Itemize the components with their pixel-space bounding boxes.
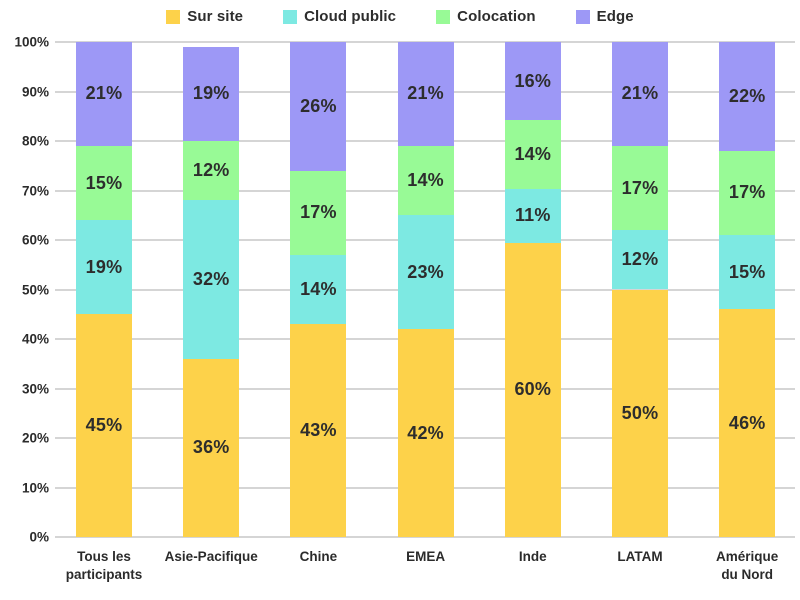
segment-value-label: 23%	[407, 261, 444, 282]
x-axis-category-label: Asie-Pacifique	[164, 549, 258, 564]
bar-segment-colocation: 17%	[290, 170, 347, 255]
bar-segment-edge: 21%	[397, 42, 454, 146]
y-axis-tick-label: 20%	[21, 430, 49, 446]
bar-segment-cloud-public: 23%	[397, 215, 454, 330]
segment-value-label: 26%	[300, 95, 337, 116]
legend-item-edge: Edge	[575, 8, 634, 25]
segment-value-label: 12%	[192, 160, 230, 181]
bar-segment-sur-site: 50%	[612, 289, 668, 537]
bar-segment-sur-site: 46%	[719, 309, 776, 537]
segment-value-label: 15%	[728, 261, 766, 282]
bar-segment-edge: 26%	[290, 42, 347, 171]
gridline	[55, 536, 795, 538]
y-axis-tick-label: 90%	[21, 84, 49, 99]
bar-segment-cloud-public: 19%	[76, 220, 132, 315]
y-axis-tick-label: 50%	[21, 282, 49, 297]
legend-item-sur-site: Sur site	[166, 8, 243, 25]
y-axis-tick-label: 10%	[21, 480, 49, 495]
bar-segment-colocation: 17%	[612, 145, 668, 231]
y-axis-tick-label: 0%	[29, 529, 49, 545]
legend-swatch-colocation	[436, 9, 451, 24]
segment-value-label: 14%	[300, 278, 337, 299]
y-axis-tick-label: 100%	[14, 34, 49, 50]
x-axis-category-label: Tous les participants	[65, 549, 143, 583]
segment-value-label: 32%	[192, 269, 230, 290]
segment-value-label: 50%	[621, 402, 659, 423]
segment-value-label: 19%	[85, 256, 123, 277]
bar-segment-sur-site: 36%	[183, 358, 240, 537]
bar-segment-colocation: 15%	[76, 145, 132, 221]
legend-swatch-sur-site	[166, 9, 181, 24]
y-axis-tick-label: 80%	[21, 133, 49, 149]
x-axis-category-label: EMEA	[406, 549, 446, 564]
segment-value-label: 11%	[514, 205, 551, 226]
segment-value-label: 45%	[85, 415, 123, 436]
bar-segment-edge: 21%	[76, 42, 132, 146]
bar-segment-sur-site: 60%	[504, 242, 561, 537]
segment-value-label: 60%	[514, 379, 552, 400]
legend-item-colocation: Colocation	[436, 8, 536, 25]
bar-segment-edge: 16%	[504, 42, 561, 121]
segment-value-label: 15%	[85, 172, 123, 193]
y-axis-tick-label: 60%	[21, 232, 49, 248]
segment-value-label: 14%	[514, 144, 552, 165]
segment-value-label: 36%	[192, 437, 230, 458]
bar-segment-cloud-public: 14%	[290, 254, 347, 325]
legend-item-cloud-public: Cloud public	[283, 8, 396, 25]
x-axis-category-label: Chine	[299, 549, 338, 564]
bar-segment-cloud-public: 32%	[183, 200, 240, 359]
bar-segment-sur-site: 45%	[76, 314, 132, 537]
legend-label-edge: Edge	[596, 8, 634, 25]
bar-segment-cloud-public: 11%	[504, 189, 561, 243]
segment-value-label: 17%	[621, 177, 659, 198]
legend-label-sur-site: Sur site	[187, 8, 244, 25]
bar-segment-colocation: 14%	[397, 145, 454, 216]
bar-segment-colocation: 17%	[719, 150, 776, 236]
segment-value-label: 12%	[621, 249, 659, 270]
segment-value-label: 14%	[407, 170, 444, 191]
x-axis-category-label: Inde	[518, 549, 547, 564]
legend-label-colocation: Colocation	[457, 8, 536, 25]
x-axis-category-label: LATAM	[617, 549, 663, 564]
segment-value-label: 43%	[300, 420, 337, 441]
bar-segment-cloud-public: 15%	[719, 235, 776, 310]
segment-value-label: 16%	[514, 70, 552, 91]
bar-segment-edge: 19%	[183, 46, 240, 141]
bar-segment-cloud-public: 12%	[612, 230, 668, 290]
segment-value-label: 42%	[407, 422, 444, 443]
legend-label-cloud-public: Cloud public	[304, 8, 397, 25]
bar-segment-edge: 21%	[612, 42, 668, 146]
segment-value-label: 21%	[621, 83, 659, 104]
chart-legend: Sur site Cloud public Colocation Edge	[0, 8, 800, 25]
segment-value-label: 22%	[728, 85, 766, 106]
segment-value-label: 21%	[85, 83, 123, 104]
bar-segment-sur-site: 42%	[397, 329, 454, 537]
legend-swatch-edge	[575, 9, 590, 24]
bar-segment-sur-site: 43%	[290, 324, 347, 537]
bar-segment-colocation: 12%	[183, 141, 240, 201]
y-axis-tick-label: 30%	[21, 381, 49, 396]
legend-swatch-cloud-public	[283, 9, 298, 24]
segment-value-label: 17%	[300, 202, 337, 223]
x-axis-category-label: Amérique du Nord	[716, 549, 779, 583]
segment-value-label: 21%	[407, 83, 444, 104]
segment-value-label: 19%	[192, 83, 230, 104]
y-axis-tick-label: 70%	[21, 183, 49, 198]
segment-value-label: 46%	[728, 412, 766, 433]
bar-segment-colocation: 14%	[504, 120, 561, 190]
bar-segment-edge: 22%	[719, 42, 776, 151]
segment-value-label: 17%	[728, 182, 766, 203]
y-axis-tick-label: 40%	[21, 331, 49, 347]
